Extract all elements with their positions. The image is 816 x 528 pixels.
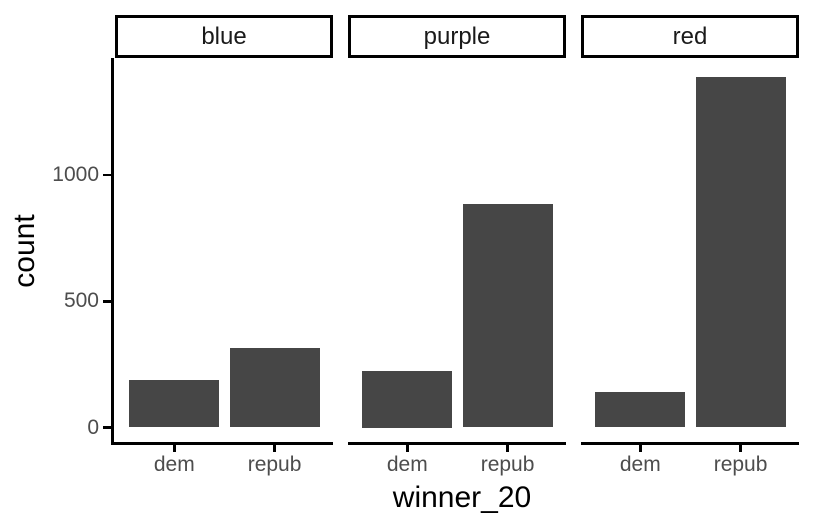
x-tick-label: dem <box>386 453 428 476</box>
x-axis-tick <box>739 444 742 452</box>
facet-strip: purple <box>348 15 566 58</box>
x-axis-tick <box>639 444 642 452</box>
y-tick-label: 500 <box>63 289 99 313</box>
x-axis-line <box>111 442 333 445</box>
facet-strip-label: red <box>672 22 708 50</box>
x-tick-label: repub <box>247 453 302 476</box>
x-tick-label: repub <box>713 453 768 476</box>
y-axis-title: count <box>8 214 41 288</box>
x-tick-label: dem <box>153 453 195 476</box>
x-axis-title: winner_20 <box>392 481 532 514</box>
x-axis-line <box>348 442 566 445</box>
x-axis-tick <box>406 444 409 452</box>
x-tick-label: repub <box>480 453 535 476</box>
x-axis-tick <box>273 444 276 452</box>
x-axis-tick <box>173 444 176 452</box>
facet-strip-label: purple <box>423 22 491 50</box>
y-axis-tick <box>103 300 111 303</box>
bar-purple-dem <box>362 370 453 428</box>
x-axis-line <box>581 442 799 445</box>
y-tick-label: 0 <box>87 415 99 439</box>
bar-red-dem <box>595 392 686 428</box>
facet-strip-label: blue <box>201 22 247 50</box>
facet-strip: red <box>581 15 799 58</box>
x-tick-label: dem <box>619 453 661 476</box>
y-axis-line <box>111 58 114 445</box>
facet-strip: blue <box>115 15 333 58</box>
y-tick-label: 1000 <box>52 163 99 186</box>
y-axis-tick <box>103 426 111 429</box>
x-axis-tick <box>506 444 509 452</box>
bar-red-repub <box>695 76 786 428</box>
y-axis-tick <box>103 173 111 177</box>
bar-purple-repub <box>462 204 553 428</box>
bar-blue-repub <box>229 347 320 428</box>
bar-blue-dem <box>129 379 220 428</box>
